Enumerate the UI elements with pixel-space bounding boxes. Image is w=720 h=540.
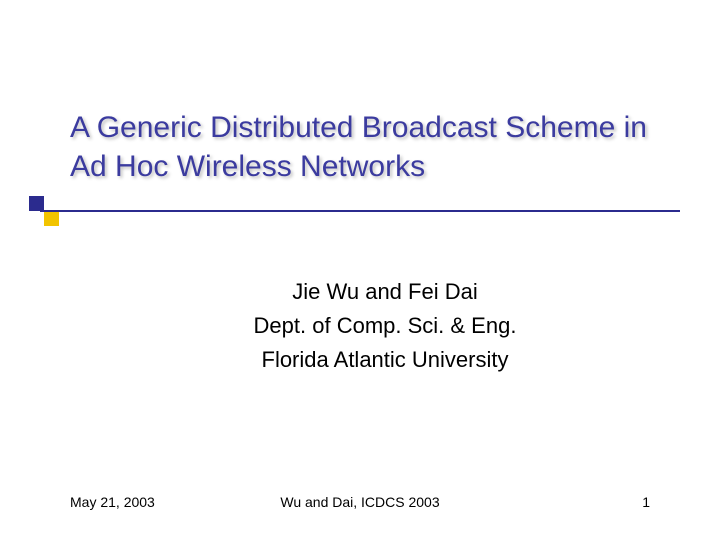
square-yellow-icon <box>44 211 59 226</box>
footer-center: Wu and Dai, ICDCS 2003 <box>263 494 456 510</box>
footer-date: May 21, 2003 <box>70 494 263 510</box>
title-block: A Generic Distributed Broadcast Scheme i… <box>70 108 670 186</box>
footer: May 21, 2003 Wu and Dai, ICDCS 2003 1 <box>70 494 650 510</box>
authors-line: Jie Wu and Fei Dai <box>150 275 620 309</box>
footer-page: 1 <box>457 494 650 510</box>
square-blue-icon <box>29 196 44 211</box>
horizontal-rule <box>40 210 680 212</box>
department-line: Dept. of Comp. Sci. & Eng. <box>150 309 620 343</box>
content-block: Jie Wu and Fei Dai Dept. of Comp. Sci. &… <box>150 275 620 377</box>
slide: A Generic Distributed Broadcast Scheme i… <box>0 0 720 540</box>
slide-title: A Generic Distributed Broadcast Scheme i… <box>70 108 670 186</box>
university-line: Florida Atlantic University <box>150 343 620 377</box>
